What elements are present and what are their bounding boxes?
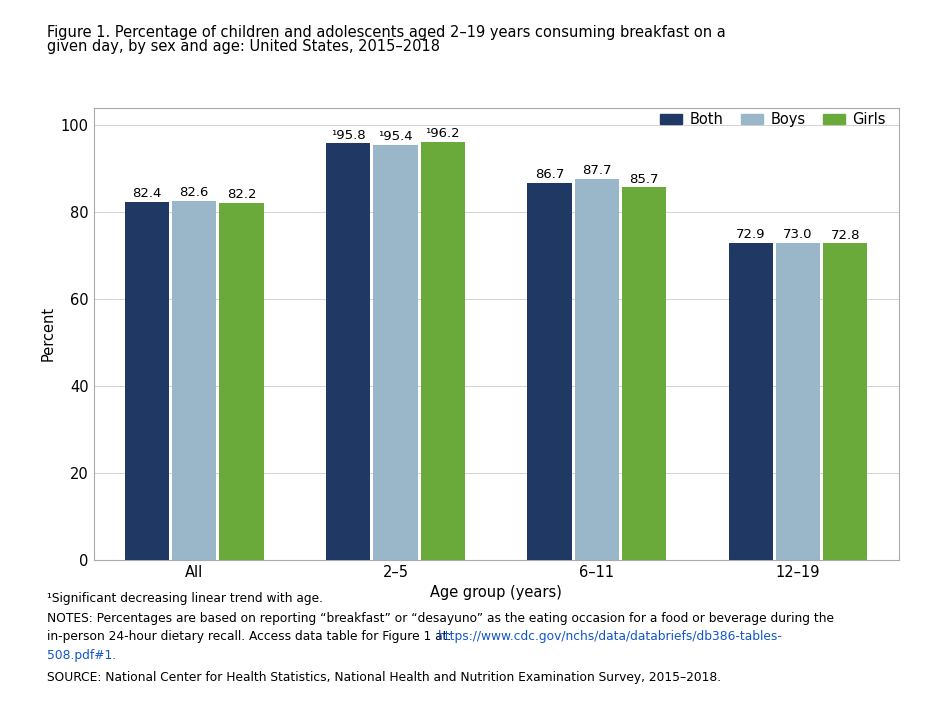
Text: SOURCE: National Center for Health Statistics, National Health and Nutrition Exa: SOURCE: National Center for Health Stati… <box>47 671 721 684</box>
X-axis label: Age group (years): Age group (years) <box>431 585 562 600</box>
Text: 87.7: 87.7 <box>582 164 611 177</box>
Text: 73.0: 73.0 <box>783 228 812 241</box>
Bar <box>728 243 773 560</box>
Text: ¹96.2: ¹96.2 <box>426 127 461 140</box>
Text: 82.4: 82.4 <box>132 187 162 200</box>
Bar <box>373 145 417 560</box>
Legend: Both, Boys, Girls: Both, Boys, Girls <box>654 106 891 133</box>
Bar <box>420 141 465 560</box>
Text: https://www.cdc.gov/nchs/data/databriefs/db386-tables-: https://www.cdc.gov/nchs/data/databriefs… <box>438 630 782 643</box>
Text: Figure 1. Percentage of children and adolescents aged 2–19 years consuming break: Figure 1. Percentage of children and ado… <box>47 25 725 40</box>
Text: ¹Significant decreasing linear trend with age.: ¹Significant decreasing linear trend wit… <box>47 592 323 605</box>
Bar <box>219 202 264 560</box>
Bar <box>124 202 169 560</box>
Text: 86.7: 86.7 <box>534 168 564 181</box>
Bar <box>622 187 666 560</box>
Text: 85.7: 85.7 <box>629 172 659 185</box>
Y-axis label: Percent: Percent <box>40 307 55 361</box>
Bar <box>575 179 619 560</box>
Bar <box>776 243 820 560</box>
Bar <box>326 144 371 560</box>
Bar <box>527 183 572 560</box>
Text: ¹95.8: ¹95.8 <box>330 129 365 141</box>
Text: ¹95.4: ¹95.4 <box>378 131 413 144</box>
Text: given day, by sex and age: United States, 2015–2018: given day, by sex and age: United States… <box>47 39 440 55</box>
Bar <box>172 201 216 560</box>
Bar <box>823 243 868 560</box>
Text: 72.8: 72.8 <box>830 228 860 242</box>
Text: 72.9: 72.9 <box>736 228 766 241</box>
Text: 508.pdf#1.: 508.pdf#1. <box>47 649 116 662</box>
Text: 82.6: 82.6 <box>180 186 209 199</box>
Text: 82.2: 82.2 <box>227 188 256 201</box>
Text: NOTES: Percentages are based on reporting “breakfast” or “desayuno” as the eatin: NOTES: Percentages are based on reportin… <box>47 612 834 625</box>
Text: in-person 24-hour dietary recall. Access data table for Figure 1 at:: in-person 24-hour dietary recall. Access… <box>47 630 455 643</box>
